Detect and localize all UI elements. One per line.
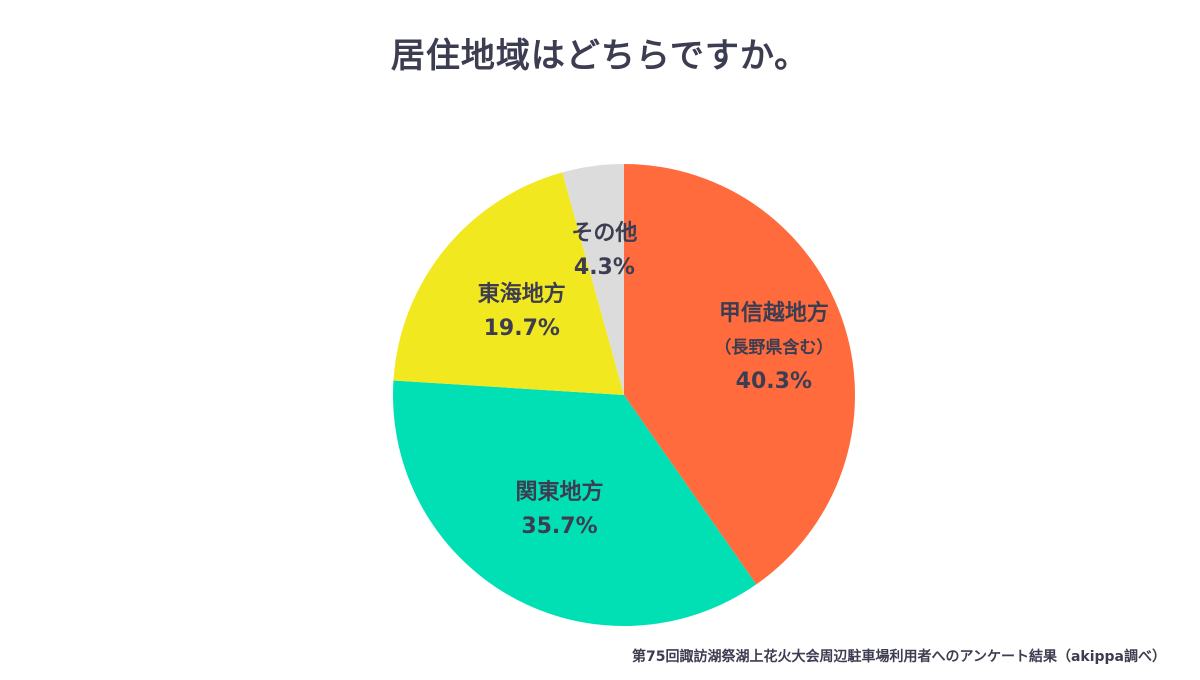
source-footnote: 第75回諏訪湖祭湖上花火大会周辺駐車場利用者へのアンケート結果（akippa調べ… xyxy=(632,649,1166,665)
pie-slice-1 xyxy=(624,164,856,585)
page-title: 居住地域はどちらですか。 xyxy=(390,36,810,76)
slice-1-name-label: 甲信越地方 xyxy=(719,300,829,326)
pie-slice-4 xyxy=(562,164,624,395)
slice-1-value-label: 40.3% xyxy=(736,369,812,394)
slice-4-value-label: 4.3% xyxy=(574,255,635,280)
slice-2-name-label: 関東地方 xyxy=(515,479,603,505)
pie-slice-2 xyxy=(392,380,757,627)
pie-slice-3 xyxy=(393,172,624,395)
slice-1-sublabel-label: （長野県含む） xyxy=(714,337,833,358)
slice-3-value-label: 19.7% xyxy=(484,316,560,341)
slice-3-name-label: 東海地方 xyxy=(478,281,566,307)
pie-labels: 甲信越地方 （長野県含む） 40.3% 関東地方 35.7% 東海地方 19.7% その他 4.… xyxy=(478,221,834,539)
pie-slices xyxy=(392,164,856,627)
slice-2-value-label: 35.7% xyxy=(521,514,597,539)
slice-4-name-label: その他 xyxy=(571,221,637,246)
